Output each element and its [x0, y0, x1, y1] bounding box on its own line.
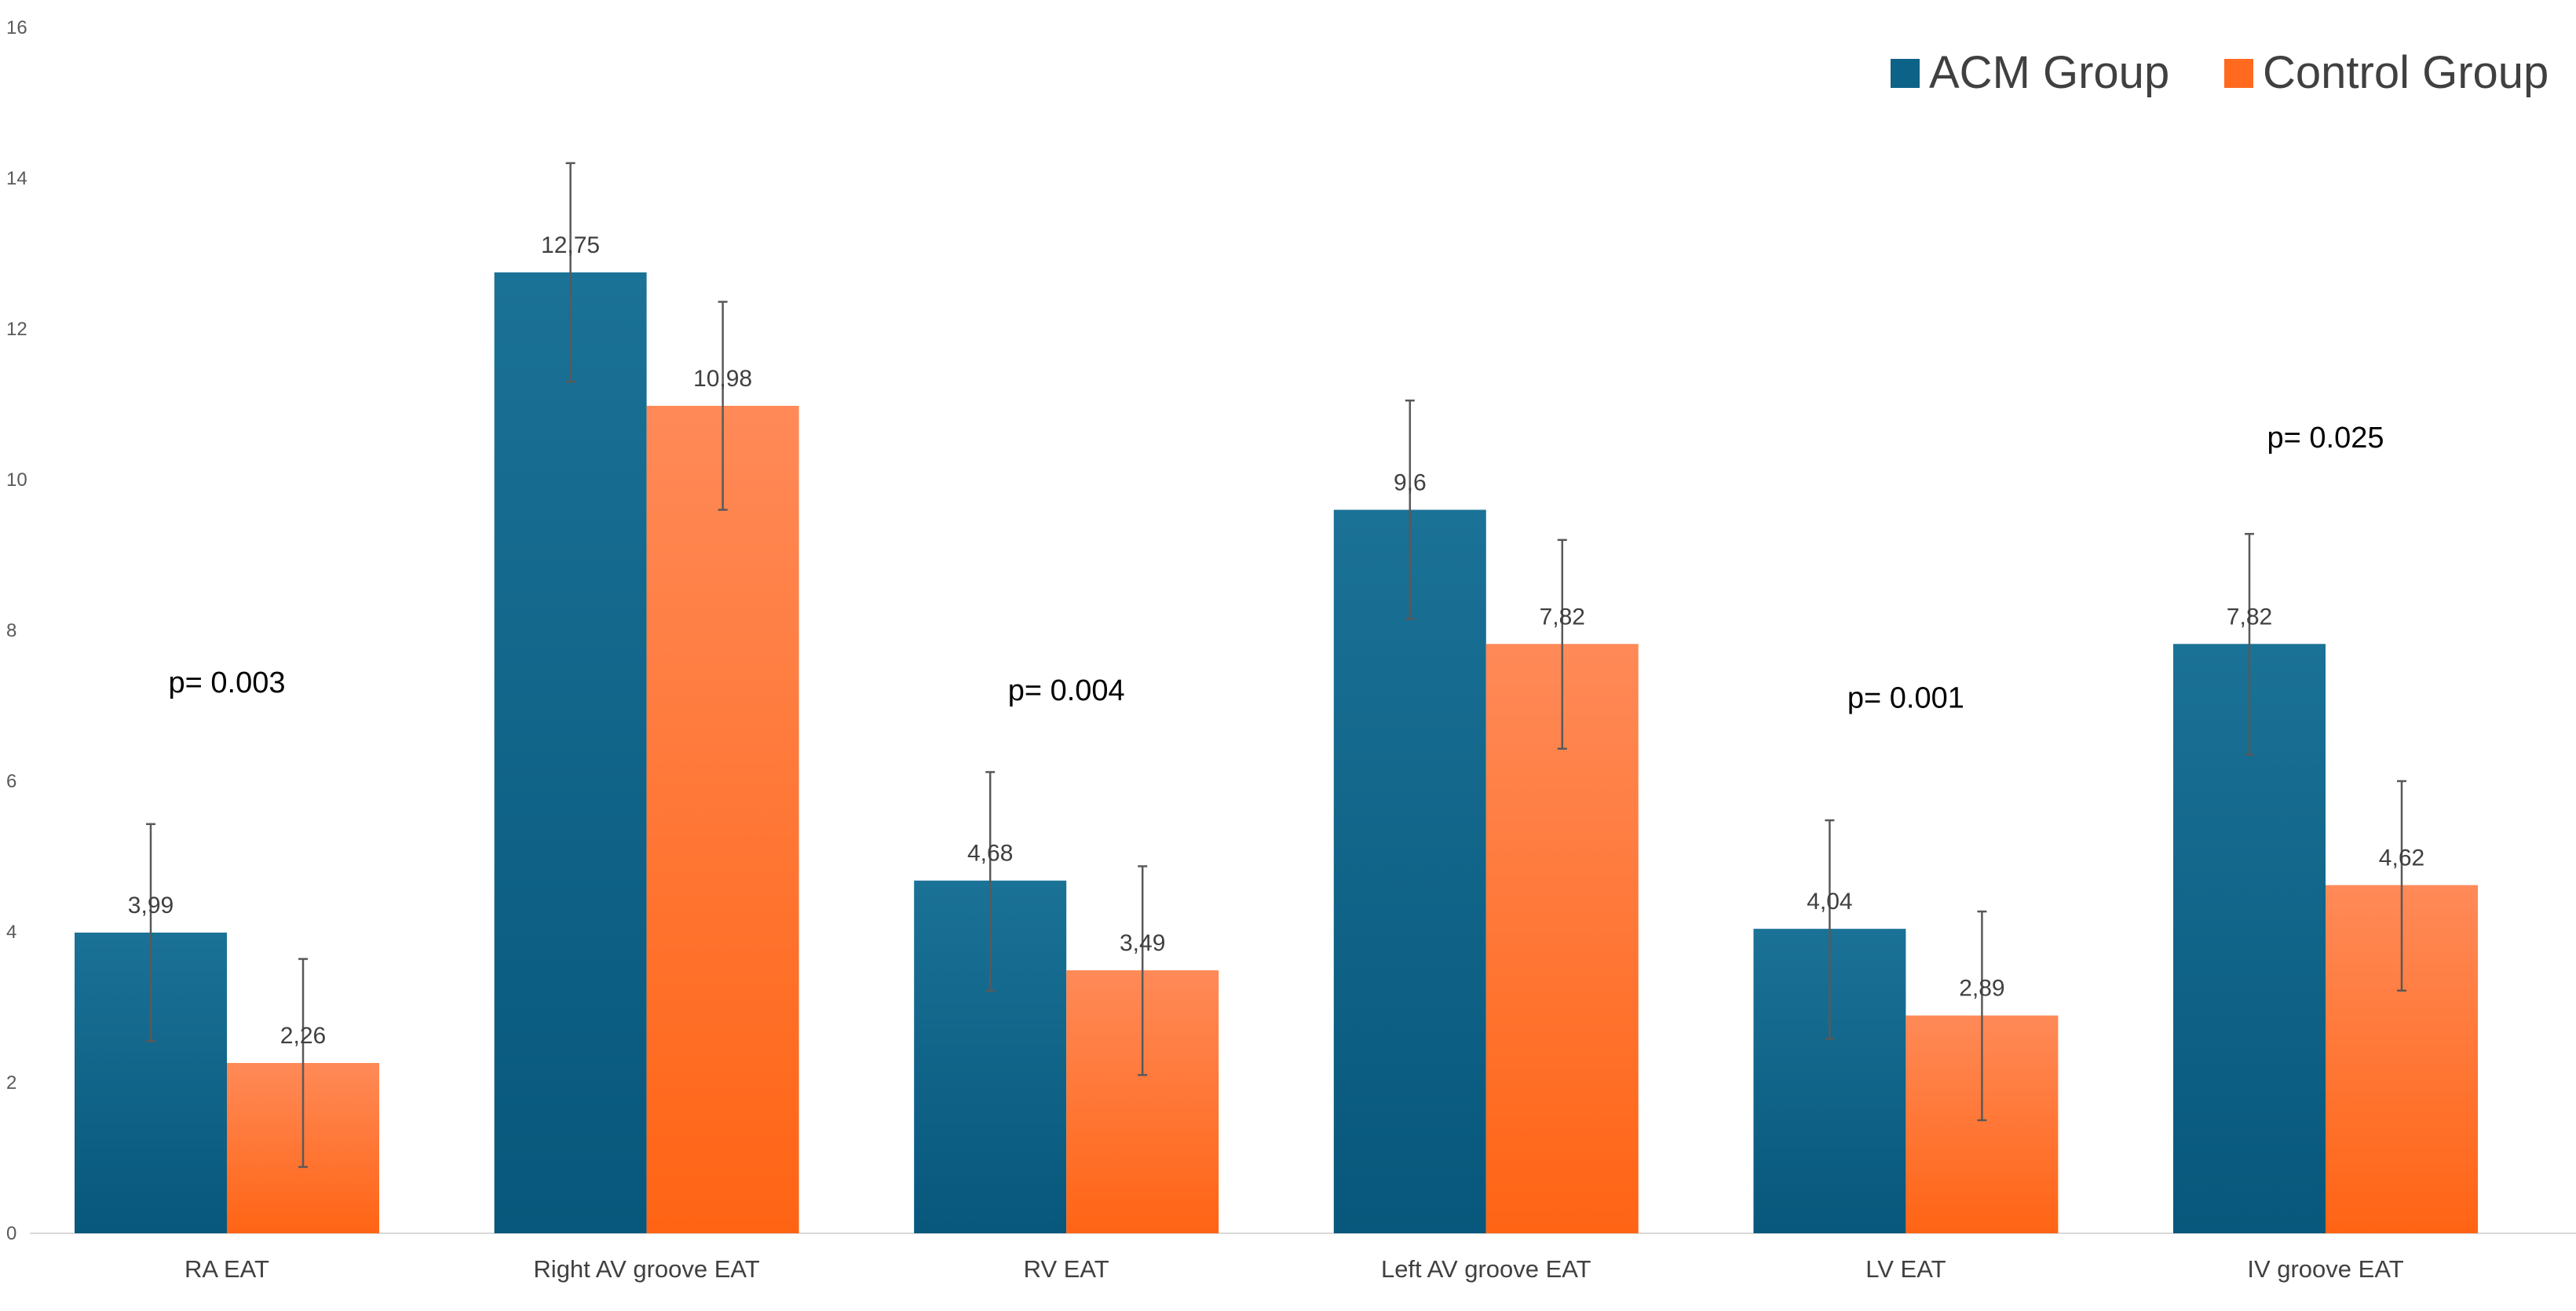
data-label-1-0: 2,26 [280, 1023, 326, 1049]
legend-label-acm: ACM Group [1929, 47, 2169, 98]
y-tick-label-14: 14 [6, 168, 27, 189]
p-value-label-0: p= 0.003 [169, 666, 286, 699]
data-labels: 3,99 2,26 12,75 10,98 4,68 3,49 9,6 7,82 4,04 2,8… [128, 232, 2424, 1049]
x-category-label-0: RA EAT [185, 1255, 269, 1283]
data-label-1-2: 3,49 [1120, 930, 1165, 956]
data-label-0-0: 3,99 [128, 893, 174, 918]
data-label-0-5: 7,82 [2227, 604, 2272, 630]
y-tick-label-8: 8 [6, 620, 16, 641]
x-category-label-1: Right AV groove EAT [533, 1255, 759, 1283]
data-label-1-5: 4,62 [2379, 845, 2424, 871]
y-tick-label-16: 16 [6, 17, 27, 38]
bar-acm-1 [494, 272, 647, 1233]
p-value-label-3: p= 0.025 [2267, 422, 2384, 455]
x-category-label-3: Left AV groove EAT [1381, 1255, 1591, 1283]
y-tick-label-12: 12 [6, 319, 27, 340]
legend-label-control: Control Group [2263, 47, 2549, 98]
y-axis: 0 2 4 6 8 10 12 14 16 [6, 17, 27, 1244]
y-tick-label-2: 2 [6, 1072, 16, 1094]
x-category-label-5: IV groove EAT [2247, 1255, 2403, 1283]
x-category-label-4: LV EAT [1865, 1255, 1946, 1283]
bar-acm-3 [1333, 509, 1486, 1233]
p-value-annotations: p= 0.003 p= 0.004 p= 0.001 p= 0.025 [169, 422, 2384, 714]
data-label-0-1: 12,75 [541, 232, 600, 258]
data-label-0-3: 9,6 [1394, 469, 1427, 495]
legend-swatch-acm [1891, 59, 1920, 88]
x-axis: RA EAT Right AV groove EAT RV EAT Left AV g… [30, 1232, 2576, 1283]
y-tick-label-0: 0 [6, 1223, 16, 1244]
bars [75, 272, 2478, 1234]
p-value-label-1: p= 0.004 [1008, 674, 1125, 707]
bar-control-1 [646, 405, 799, 1234]
legend-swatch-control [2224, 59, 2253, 88]
y-tick-label-10: 10 [6, 469, 27, 491]
data-label-0-4: 4,04 [1807, 889, 1852, 915]
error-bars [146, 162, 2406, 1168]
data-label-1-4: 2,89 [1959, 976, 2004, 1002]
x-category-label-2: RV EAT [1024, 1255, 1109, 1283]
legend: ACM Group Control Group [1891, 47, 2549, 98]
y-tick-label-6: 6 [6, 771, 16, 792]
data-label-1-3: 7,82 [1540, 604, 1585, 630]
data-label-1-1: 10,98 [693, 366, 752, 392]
data-label-0-2: 4,68 [967, 841, 1013, 867]
y-tick-label-4: 4 [6, 922, 16, 943]
p-value-label-2: p= 0.001 [1847, 681, 1964, 714]
